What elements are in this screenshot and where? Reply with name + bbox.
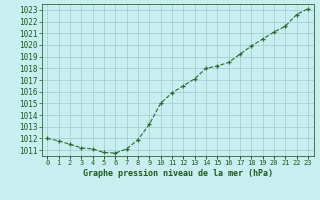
X-axis label: Graphe pression niveau de la mer (hPa): Graphe pression niveau de la mer (hPa)	[83, 169, 273, 178]
